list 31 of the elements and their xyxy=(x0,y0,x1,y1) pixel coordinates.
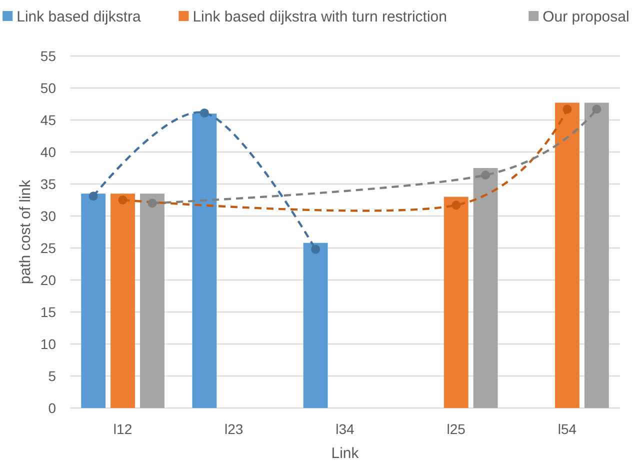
y-tick-label: 10 xyxy=(40,336,56,352)
y-tick-label: 20 xyxy=(40,272,56,288)
bar xyxy=(110,194,135,408)
y-tick-label: 25 xyxy=(40,240,56,256)
bar xyxy=(303,242,328,408)
bar xyxy=(473,168,498,408)
x-tick-label: l25 xyxy=(446,421,466,437)
y-tick-label: 50 xyxy=(40,80,56,96)
y-tick-label: 35 xyxy=(40,176,56,192)
legend-label: Our proposal xyxy=(542,8,630,26)
x-tick-label: l23 xyxy=(224,421,244,437)
y-tick-label: 45 xyxy=(40,112,56,128)
y-tick-label: 0 xyxy=(48,400,56,416)
x-tick-label: l54 xyxy=(558,421,577,437)
y-tick-label: 55 xyxy=(40,48,56,64)
y-tick-label: 5 xyxy=(48,368,56,384)
bar xyxy=(140,194,164,408)
x-tick-label: l12 xyxy=(113,421,132,437)
bar xyxy=(81,194,106,408)
x-tick-label: l34 xyxy=(336,421,355,437)
y-tick-label: 15 xyxy=(40,304,56,320)
legend-label: Link based dijkstra xyxy=(16,8,142,26)
bar xyxy=(444,196,468,408)
y-tick-label: 30 xyxy=(40,208,56,224)
bar xyxy=(555,102,580,408)
bar xyxy=(192,114,217,408)
y-tick-label: 40 xyxy=(40,144,56,160)
bar xyxy=(584,102,609,408)
y-axis-title: path cost of link xyxy=(17,179,34,284)
x-axis-title: Link xyxy=(331,445,360,462)
legend-label: Link based dijkstra with turn restriction xyxy=(192,8,447,26)
